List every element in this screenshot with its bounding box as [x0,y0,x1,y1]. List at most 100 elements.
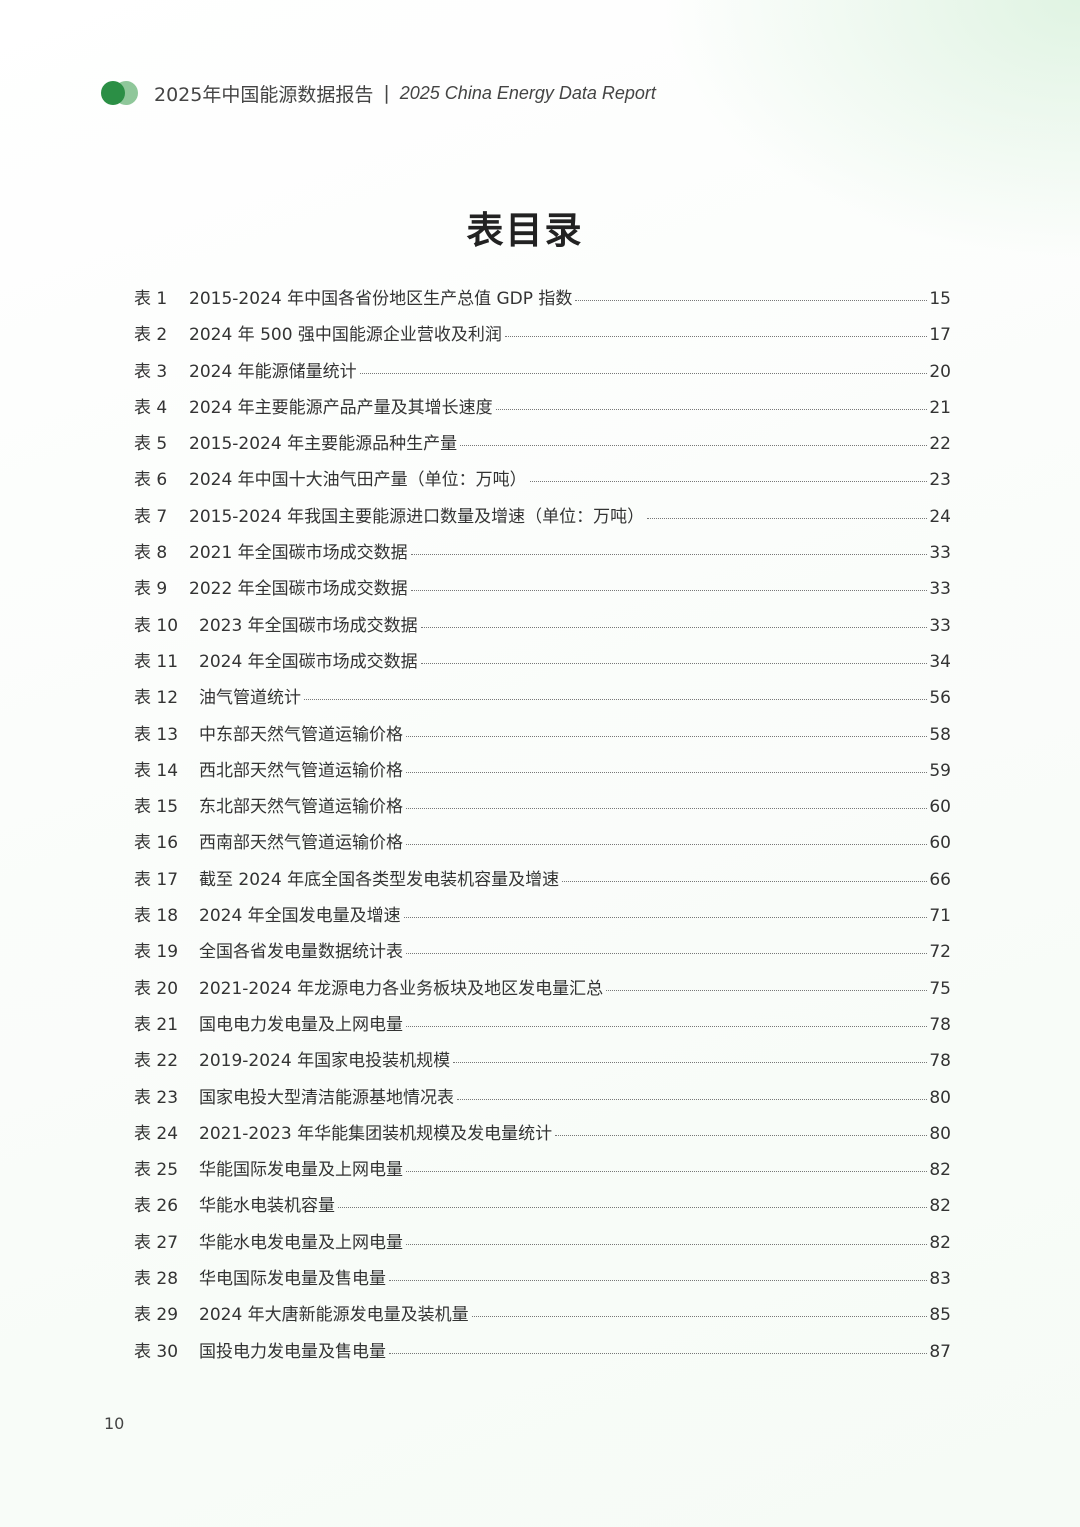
dot-leader [406,771,928,773]
dot-leader [495,408,928,410]
toc-entry-label: 表 17 [134,869,179,890]
toc-entry[interactable]: 表 1 2015-2024 年中国各省份地区生产总值 GDP 指数 15 [134,284,951,320]
toc-entry-label: 表 21 [134,1014,179,1035]
toc-entry-page: 78 [929,1051,951,1072]
toc-entry-title: 2015-2024 年主要能源品种生产量 [189,434,458,455]
toc-entry-label: 表 24 [134,1123,179,1144]
dot-leader [304,699,928,701]
toc-entry-page: 15 [929,289,951,309]
dot-leader [555,1134,928,1136]
toc-entry[interactable]: 表 5 2015-2024 年主要能源品种生产量 22 [134,429,951,465]
toc-entry[interactable]: 表 13 中东部天然气管道运输价格 58 [134,720,951,756]
dot-leader [562,880,928,882]
toc-entry-label: 表 2 [134,325,168,346]
toc-entry[interactable]: 表 11 2024 年全国碳市场成交数据 34 [134,647,951,683]
toc-entry-page: 33 [929,543,951,564]
toc-entry-label: 表 3 [134,361,168,382]
toc-entry[interactable]: 表 3 2024 年能源储量统计 20 [134,357,951,393]
toc-entry-label: 表 9 [134,579,168,600]
toc-entry-page: 80 [929,1123,951,1144]
toc-entry[interactable]: 表 22 2019-2024 年国家电投装机规模 78 [134,1046,951,1082]
toc-entry[interactable]: 表 20 2021-2024 年龙源电力各业务板块及地区发电量汇总 75 [134,974,951,1010]
toc-entry-label: 表 11 [134,651,179,672]
toc-entry-title: 2015-2024 年中国各省份地区生产总值 GDP 指数 [189,289,573,309]
toc-entry[interactable]: 表 28 华电国际发电量及售电量 83 [134,1264,951,1300]
toc-entry-label: 表 13 [134,724,179,745]
toc-entry-label: 表 25 [134,1160,179,1181]
toc-entry-title: 华能水电装机容量 [199,1196,335,1217]
toc-entry-title: 2024 年 500 强中国能源企业营收及利润 [189,325,502,346]
toc-entry-label: 表 26 [134,1196,179,1217]
toc-entry[interactable]: 表 26 华能水电装机容量 82 [134,1191,951,1227]
toc-entry[interactable]: 表 12 油气管道统计 56 [134,683,951,719]
toc-entry-page: 56 [929,688,951,709]
toc-entry-page: 60 [929,833,951,854]
toc-entry-page: 75 [929,978,951,999]
toc-entry[interactable]: 表 21 国电电力发电量及上网电量 78 [134,1010,951,1046]
toc-entry-title: 华电国际发电量及售电量 [199,1269,386,1290]
table-of-contents: 表 1 2015-2024 年中国各省份地区生产总值 GDP 指数 15 表 2 202… [134,284,951,1373]
dot-leader [406,735,928,737]
toc-entry-page: 33 [929,579,951,600]
toc-entry-page: 58 [929,724,951,745]
toc-entry[interactable]: 表 15 东北部天然气管道运输价格 60 [134,792,951,828]
dot-leader [389,1280,928,1282]
toc-entry-page: 60 [929,797,951,818]
toc-entry[interactable]: 表 10 2023 年全国碳市场成交数据 33 [134,611,951,647]
toc-entry-page: 82 [929,1160,951,1181]
toc-entry-label: 表 30 [134,1341,179,1362]
toc-entry-page: 17 [929,325,951,346]
toc-entry-title: 2024 年主要能源产品产量及其增长速度 [189,397,493,418]
toc-entry-title: 华能国际发电量及上网电量 [199,1160,403,1181]
dot-leader [389,1352,928,1354]
dot-leader [504,336,928,338]
toc-entry[interactable]: 表 4 2024 年主要能源产品产量及其增长速度 21 [134,393,951,429]
toc-entry[interactable]: 表 14 西北部天然气管道运输价格 59 [134,756,951,792]
toc-entry-page: 78 [929,1014,951,1035]
toc-entry[interactable]: 表 19 全国各省发电量数据统计表 72 [134,937,951,973]
toc-entry[interactable]: 表 29 2024 年大唐新能源发电量及装机量 85 [134,1300,951,1336]
toc-entry[interactable]: 表 6 2024 年中国十大油气田产量（单位：万吨） 23 [134,465,951,501]
header-title-cn: 2025年中国能源数据报告 [154,83,374,106]
toc-entry-page: 66 [929,869,951,890]
toc-entry[interactable]: 表 24 2021-2023 年华能集团装机规模及发电量统计 80 [134,1119,951,1155]
toc-entry-title: 华能水电发电量及上网电量 [199,1232,403,1253]
toc-entry-title: 2021-2024 年龙源电力各业务板块及地区发电量汇总 [199,978,604,999]
toc-entry-title: 2024 年能源储量统计 [189,361,357,382]
toc-entry-label: 表 19 [134,942,179,963]
toc-entry-label: 表 16 [134,833,179,854]
toc-entry-page: 87 [929,1341,951,1362]
toc-entry[interactable]: 表 7 2015-2024 年我国主要能源进口数量及增速（单位：万吨） 24 [134,502,951,538]
toc-entry[interactable]: 表 2 2024 年 500 强中国能源企业营收及利润 17 [134,320,951,356]
toc-entry-page: 83 [929,1269,951,1290]
toc-entry-title: 2015-2024 年我国主要能源进口数量及增速（单位：万吨） [189,506,645,527]
toc-entry-page: 82 [929,1196,951,1217]
dot-leader [338,1207,928,1209]
toc-entry-page: 80 [929,1087,951,1108]
toc-entry-page: 24 [929,506,951,527]
dot-leader [460,445,928,447]
toc-entry[interactable]: 表 25 华能国际发电量及上网电量 82 [134,1155,951,1191]
toc-entry-title: 截至 2024 年底全国各类型发电装机容量及增速 [199,869,560,890]
toc-entry[interactable]: 表 30 国投电力发电量及售电量 87 [134,1337,951,1373]
toc-entry[interactable]: 表 8 2021 年全国碳市场成交数据 33 [134,538,951,574]
toc-entry-label: 表 6 [134,470,168,491]
toc-entry[interactable]: 表 17 截至 2024 年底全国各类型发电装机容量及增速 66 [134,865,951,901]
toc-entry[interactable]: 表 23 国家电投大型清洁能源基地情况表 80 [134,1083,951,1119]
report-header: 2025年中国能源数据报告 | 2025 China Energy Data R… [101,80,656,106]
toc-entry-title: 国投电力发电量及售电量 [199,1341,386,1362]
toc-entry[interactable]: 表 16 西南部天然气管道运输价格 60 [134,828,951,864]
toc-entry[interactable]: 表 27 华能水电发电量及上网电量 82 [134,1228,951,1264]
toc-entry[interactable]: 表 18 2024 年全国发电量及增速 71 [134,901,951,937]
toc-entry-label: 表 20 [134,978,179,999]
toc-entry-label: 表 8 [134,543,168,564]
toc-entry-label: 表 7 [134,506,168,527]
toc-entry-title: 中东部天然气管道运输价格 [199,724,403,745]
toc-entry[interactable]: 表 9 2022 年全国碳市场成交数据 33 [134,574,951,610]
toc-entry-page: 33 [929,615,951,636]
dot-leader [406,1171,928,1173]
toc-entry-page: 34 [929,651,951,672]
toc-entry-label: 表 10 [134,615,179,636]
page-number: 10 [104,1414,125,1433]
toc-entry-page: 72 [929,942,951,963]
